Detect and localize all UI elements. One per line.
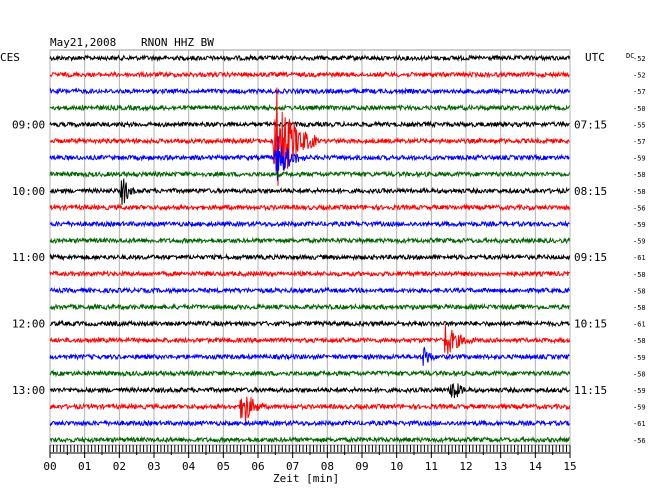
dc-offset-value: -59 — [633, 387, 646, 395]
trace-row-5 — [49, 87, 570, 186]
trace-row-14 — [49, 286, 570, 295]
x-tick-label: 14 — [529, 460, 543, 473]
x-tick-label: 04 — [182, 460, 196, 473]
x-tick-label: 05 — [217, 460, 230, 473]
dc-offset-value: -52 — [633, 72, 646, 80]
trace-row-22 — [49, 419, 571, 428]
dc-offset-value: -56 — [633, 437, 646, 445]
left-time-label: 13:00 — [12, 384, 45, 397]
trace-row-8 — [49, 178, 570, 205]
x-tick-label: 09 — [355, 460, 368, 473]
dc-offset-value: -59 — [633, 155, 646, 163]
dc-offset-value: -56 — [633, 204, 646, 212]
dc-offset-value: -58 — [633, 337, 646, 345]
trace-row-13 — [49, 269, 570, 278]
right-time-label: 09:15 — [574, 251, 607, 264]
dc-offset-value: -58 — [633, 304, 646, 312]
x-tick-label: 12 — [459, 460, 472, 473]
dc-offset-value: -61 — [633, 321, 646, 329]
right-zone-label: UTC — [585, 51, 605, 64]
dc-offset-value: -52 — [633, 55, 646, 63]
x-tick-label: 03 — [147, 460, 160, 473]
trace-row-16 — [49, 319, 571, 328]
trace-row-9 — [49, 203, 571, 212]
right-time-label: 08:15 — [574, 185, 607, 198]
left-time-label: 11:00 — [12, 251, 45, 264]
dc-offset-value: -61 — [633, 420, 646, 428]
dc-offset-value: -58 — [633, 188, 646, 196]
trace-row-7 — [49, 170, 571, 179]
trace-row-0 — [49, 53, 571, 63]
header-station: RNON HHZ BW — [141, 36, 214, 49]
header-date: May21,2008 — [50, 36, 116, 49]
trace-row-12 — [49, 253, 571, 262]
trace-row-18 — [49, 347, 570, 366]
left-time-label: 09:00 — [12, 118, 45, 131]
left-zone-label: CES — [0, 51, 20, 64]
trace-row-4 — [49, 120, 570, 129]
traces — [49, 53, 571, 444]
dc-offset-value: -58 — [633, 370, 646, 378]
dc-offset-value: -59 — [633, 221, 646, 229]
left-time-label: 12:00 — [12, 318, 45, 331]
trace-row-23 — [49, 435, 570, 444]
dc-offset-value: -58 — [633, 171, 646, 179]
x-tick-label: 11 — [425, 460, 438, 473]
trace-row-10 — [49, 220, 570, 229]
x-tick-label: 08 — [321, 460, 334, 473]
dc-offset-value: -57 — [633, 138, 646, 146]
x-tick-label: 00 — [43, 460, 56, 473]
x-tick-label: 02 — [113, 460, 126, 473]
x-tick-label: 06 — [251, 460, 264, 473]
dc-offset-value: -59 — [633, 238, 646, 246]
x-axis: 00 01 02 03 04 05 06 07 08 09 10 11 12 13 14 15 — [43, 445, 577, 473]
dc-offset-value: -55 — [633, 121, 646, 129]
dc-offset-value: -58 — [633, 271, 646, 279]
trace-row-11 — [49, 236, 571, 245]
dc-offset-value: -59 — [633, 404, 646, 412]
dc-offset-value: -61 — [633, 254, 646, 262]
trace-row-21 — [49, 396, 571, 422]
trace-row-19 — [49, 369, 571, 378]
dc-label: DC — [626, 52, 634, 60]
x-tick-label: 13 — [494, 460, 507, 473]
dc-offset-value: -50 — [633, 105, 646, 113]
x-tick-label: 01 — [78, 460, 91, 473]
x-tick-label: 10 — [390, 460, 403, 473]
trace-row-1 — [49, 70, 570, 79]
x-axis-title: Zeit [min] — [273, 472, 339, 485]
dc-offset-value: -57 — [633, 88, 646, 96]
dc-offset-value: -58 — [633, 287, 646, 295]
trace-row-15 — [49, 302, 570, 312]
x-tick-label: 07 — [286, 460, 299, 473]
trace-row-17 — [49, 323, 571, 355]
right-time-label: 11:15 — [574, 384, 607, 397]
right-time-label: 07:15 — [574, 118, 607, 131]
trace-row-20 — [49, 382, 571, 399]
time-labels: 09:00 10:00 11:00 12:00 13:00 07:15 08:15 09:15… — [12, 118, 607, 397]
x-tick-label: 15 — [563, 460, 576, 473]
right-time-label: 10:15 — [574, 318, 607, 331]
dc-offsets: -52 -52 -57 -50 -55 -57 -59 -58 -58 -56 -59 -59 -61 -… — [633, 55, 646, 445]
trace-row-6 — [49, 136, 570, 181]
trace-row-3 — [49, 103, 571, 112]
trace-row-2 — [49, 87, 571, 96]
dc-offset-value: -59 — [633, 354, 646, 362]
left-time-label: 10:00 — [12, 185, 45, 198]
